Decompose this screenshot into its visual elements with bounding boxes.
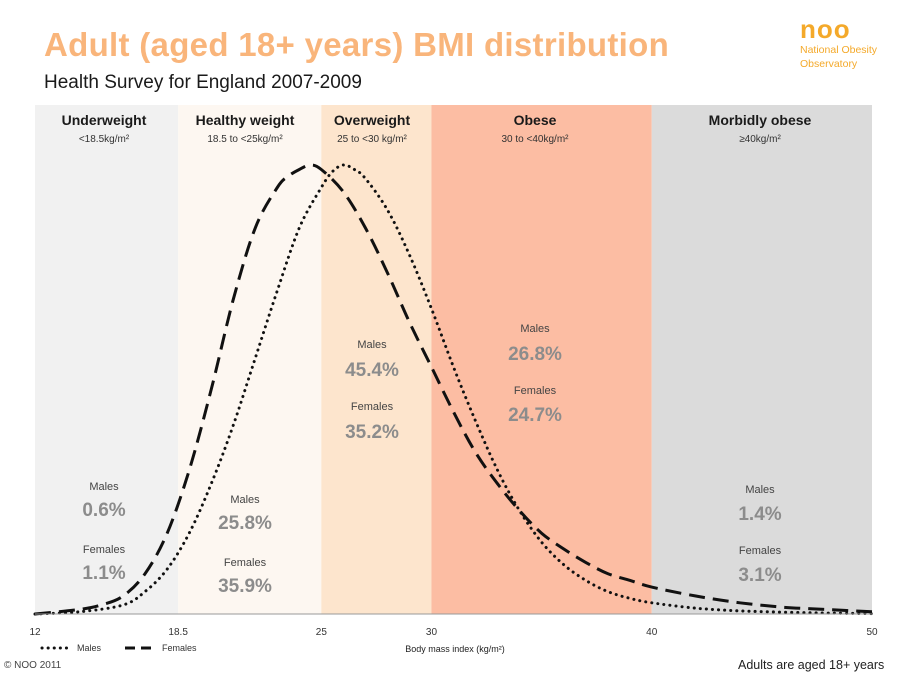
males-label: Males [745, 484, 775, 496]
legend-label: Males [77, 643, 102, 653]
band-healthy-weight: Healthy weight 18.5 to <25kg/m² Males 25.8%… [178, 105, 322, 614]
males-value: 25.8% [218, 513, 272, 534]
legend-label: Females [162, 643, 197, 653]
x-tick-label: 12 [29, 627, 41, 638]
males-value: 1.4% [738, 504, 781, 525]
band-name-label: Underweight [62, 112, 147, 128]
logo-org-line1: National Obesity [800, 44, 878, 56]
logo-mark: noo [800, 14, 851, 44]
band-range-label: 25 to <30 kg/m² [337, 134, 407, 145]
band-range-label: ≥40kg/m² [739, 134, 781, 145]
x-tick-label: 30 [426, 627, 438, 638]
copyright: © NOO 2011 [4, 660, 62, 671]
chart-title: Adult (aged 18+ years) BMI distribution [44, 26, 670, 63]
band-name-label: Healthy weight [196, 112, 295, 128]
band-fill [178, 105, 322, 614]
series-females-line [34, 163, 873, 616]
females-label: Females [739, 545, 782, 557]
chart-subtitle: Health Survey for England 2007-2009 [44, 72, 362, 93]
males-value: 45.4% [345, 360, 399, 381]
females-label: Females [83, 544, 126, 556]
males-label: Males [230, 494, 260, 506]
females-value: 24.7% [508, 405, 562, 426]
band-name-label: Obese [514, 112, 557, 128]
noo-logo: noo National Obesity Observatory [800, 16, 900, 70]
band-overweight: Overweight 25 to <30 kg/m² Males 45.4% Femal… [321, 105, 432, 614]
males-value: 0.6% [82, 500, 125, 521]
band-morbidly-obese: Morbidly obese ≥40kg/m² Males 1.4% Females 3.… [651, 105, 872, 614]
legend: Males Females [40, 643, 197, 653]
band-fill [651, 105, 872, 614]
females-value: 3.1% [738, 565, 781, 586]
x-tick-label: 18.5 [168, 627, 188, 638]
distribution-curves [33, 163, 874, 616]
males-label: Males [357, 339, 387, 351]
band-fill [35, 105, 179, 614]
females-value: 35.2% [345, 422, 399, 443]
males-value: 26.8% [508, 344, 562, 365]
x-tick-label: 50 [866, 627, 878, 638]
band-range-label: 18.5 to <25kg/m² [207, 134, 283, 145]
band-range-label: 30 to <40kg/m² [502, 134, 570, 145]
females-label: Females [514, 385, 557, 397]
x-axis-title: Body mass index (kg/m²) [405, 644, 505, 654]
legend-item-males: Males [40, 643, 102, 653]
band-fill [431, 105, 652, 614]
x-tick-label: 25 [316, 627, 328, 638]
x-tick-label: 40 [646, 627, 658, 638]
band-range-label: <18.5kg/m² [79, 134, 130, 145]
females-value: 1.1% [82, 563, 125, 584]
band-name-label: Overweight [334, 112, 411, 128]
footnote: Adults are aged 18+ years [738, 658, 885, 672]
bmi-bands: Underweight <18.5kg/m² Males 0.6% Females 1.1… [35, 105, 872, 614]
logo-org-line2: Observatory [800, 58, 858, 70]
x-axis: 12 18.5 25 30 40 50 Body mass index (kg/m²) [29, 613, 878, 654]
females-value: 35.9% [218, 576, 272, 597]
legend-item-females: Females [125, 643, 197, 653]
band-fill [321, 105, 432, 614]
females-label: Females [224, 557, 267, 569]
males-label: Males [520, 323, 550, 335]
band-obese: Obese 30 to <40kg/m² Males 26.8% Females 24.7… [431, 105, 652, 614]
band-underweight: Underweight <18.5kg/m² Males 0.6% Females 1.1… [35, 105, 179, 614]
series-males-line [33, 163, 874, 616]
band-name-label: Morbidly obese [709, 112, 812, 128]
females-label: Females [351, 401, 394, 413]
males-label: Males [89, 481, 119, 493]
